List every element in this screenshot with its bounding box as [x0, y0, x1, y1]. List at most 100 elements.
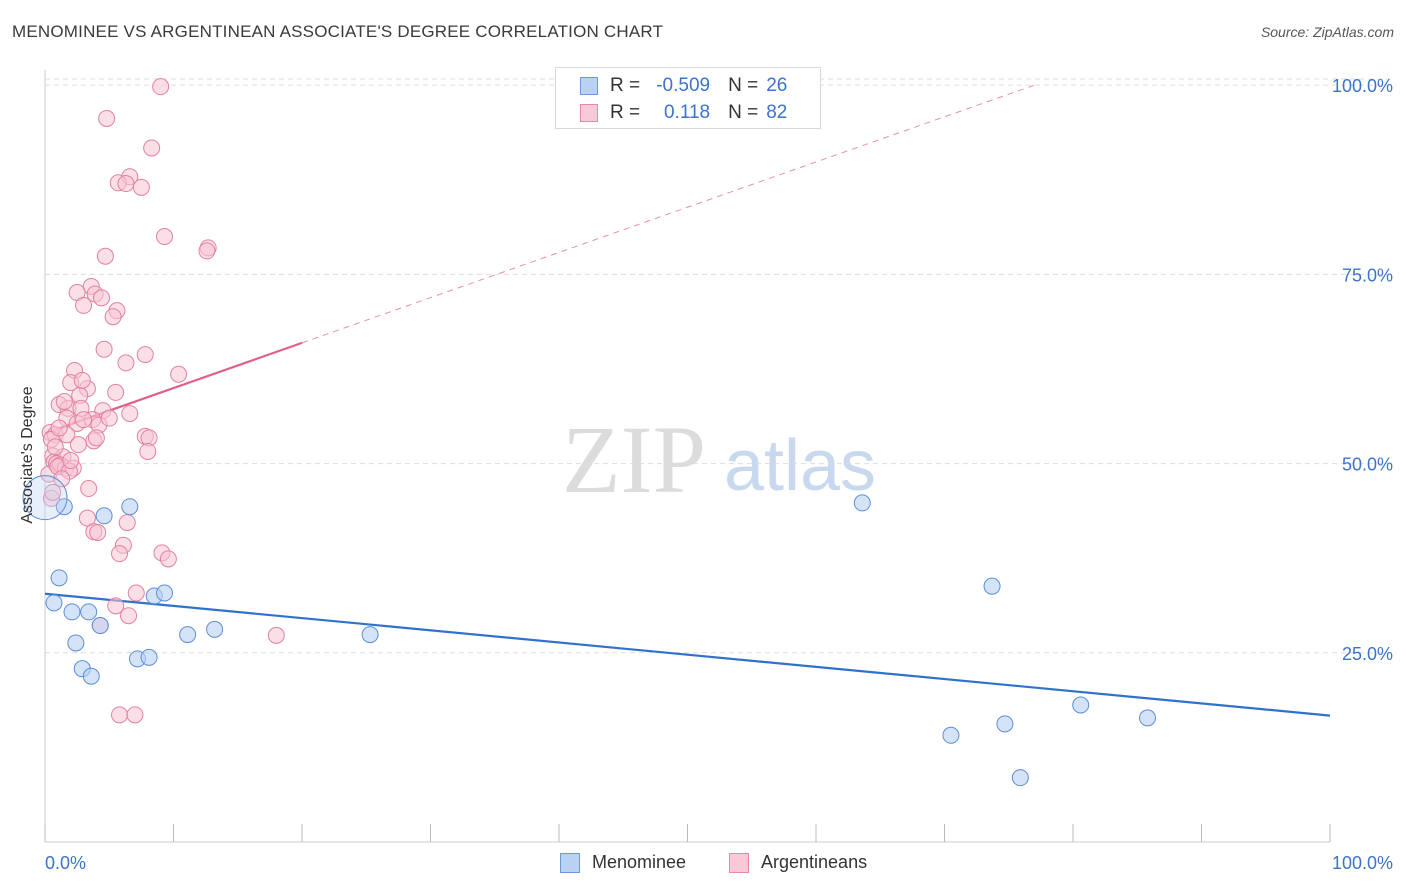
point-argentineans — [127, 584, 145, 602]
y-tick-label: 25.0% — [1342, 644, 1393, 664]
legend-n-value: 26 — [766, 75, 788, 96]
point-argentineans — [53, 470, 71, 488]
point-argentineans — [100, 409, 118, 427]
point-argentineans — [78, 509, 96, 527]
data-points — [22, 78, 1157, 787]
legend-swatch-pink — [580, 104, 598, 122]
point-argentineans — [44, 483, 62, 501]
point-menominee — [206, 620, 224, 638]
y-tick-label: 75.0% — [1342, 265, 1393, 285]
y-axis-title: Associate's Degree — [19, 386, 36, 524]
point-argentineans — [80, 480, 98, 498]
point-menominee — [179, 626, 197, 644]
point-argentineans — [120, 607, 138, 625]
point-argentineans — [95, 340, 113, 358]
watermark-zip: ZIP — [562, 406, 706, 513]
watermark-atlas: atlas — [724, 426, 876, 506]
point-argentineans — [143, 139, 161, 157]
point-menominee — [50, 569, 68, 587]
point-menominee — [942, 726, 960, 744]
legend-r-label: R = — [610, 75, 641, 96]
point-argentineans — [152, 78, 170, 96]
point-menominee — [82, 667, 100, 685]
point-argentineans — [93, 289, 111, 307]
point-menominee — [853, 494, 871, 512]
series-legend: Menominee Argentineans — [0, 852, 1406, 876]
point-argentineans — [126, 706, 144, 724]
point-argentineans — [55, 393, 73, 411]
point-menominee — [91, 617, 109, 635]
point-argentineans — [98, 109, 116, 127]
point-menominee — [1072, 696, 1090, 714]
legend-label-argentineans: Argentineans — [761, 852, 868, 872]
point-argentineans — [159, 550, 177, 568]
point-menominee — [55, 498, 73, 516]
point-menominee — [67, 634, 85, 652]
y-tick-label: 100.0% — [1332, 76, 1393, 96]
point-argentineans — [107, 597, 125, 615]
point-argentineans — [111, 545, 129, 563]
point-menominee — [983, 577, 1001, 595]
legend-r-value: 0.118 — [663, 102, 711, 123]
point-menominee — [95, 507, 113, 525]
legend-label-menominee: Menominee — [592, 852, 687, 872]
point-argentineans — [73, 371, 91, 389]
trend-lines — [44, 84, 1331, 717]
point-argentineans — [118, 514, 136, 532]
point-menominee — [45, 594, 63, 612]
watermark: ZIP atlas — [562, 406, 876, 513]
point-menominee — [63, 603, 81, 621]
point-argentineans — [69, 436, 87, 454]
trendline-menominee — [44, 592, 1331, 717]
point-menominee — [156, 584, 174, 602]
x-tick-label-max: 100.0% — [1332, 853, 1393, 873]
point-argentineans — [104, 308, 122, 326]
point-argentineans — [156, 228, 174, 246]
legend-item-menominee[interactable]: Menominee — [560, 852, 686, 873]
legend-r-label: R = — [610, 102, 641, 123]
point-argentineans — [139, 442, 157, 460]
point-menominee — [22, 475, 68, 521]
point-argentineans — [136, 346, 154, 364]
point-argentineans — [198, 242, 216, 260]
legend-swatch-blue — [560, 852, 580, 873]
point-argentineans — [107, 383, 125, 401]
point-argentineans — [117, 175, 135, 193]
point-menominee — [1011, 769, 1029, 787]
point-menominee — [121, 498, 139, 516]
legend-swatch-pink — [729, 852, 749, 873]
point-menominee — [361, 626, 379, 644]
point-argentineans — [117, 354, 135, 372]
point-argentineans — [170, 365, 188, 383]
point-argentineans — [267, 626, 285, 644]
legend-row-argentineans: R = 0.118 N = 82 — [556, 100, 787, 126]
point-argentineans — [75, 296, 93, 314]
point-menominee — [1139, 709, 1157, 727]
point-menominee — [80, 603, 98, 621]
legend-r-value: -0.509 — [656, 75, 711, 96]
point-argentineans — [75, 411, 93, 429]
point-argentineans — [111, 706, 129, 724]
point-argentineans — [62, 452, 80, 470]
point-argentineans — [89, 523, 107, 541]
correlation-legend: R = -0.509 N = 26 R = 0.118 N = 82 — [555, 67, 821, 129]
legend-n-label: N = — [728, 102, 759, 123]
chart-title: MENOMINEE VS ARGENTINEAN ASSOCIATE'S DEG… — [12, 22, 664, 41]
point-argentineans — [121, 405, 139, 423]
legend-swatch-blue — [580, 77, 598, 95]
legend-n-value: 82 — [766, 102, 788, 123]
trendline-argentineans-extension — [301, 84, 1035, 344]
point-menominee — [140, 648, 158, 666]
x-tick-label-min: 0.0% — [45, 853, 86, 873]
point-argentineans — [96, 247, 114, 265]
point-argentineans — [50, 419, 68, 437]
point-argentineans — [132, 178, 150, 196]
point-argentineans — [87, 429, 105, 447]
point-menominee — [996, 715, 1014, 733]
grid — [45, 78, 1392, 654]
y-tick-label: 50.0% — [1342, 455, 1393, 475]
legend-row-menominee: R = -0.509 N = 26 — [556, 73, 787, 99]
tick-labels: 25.0% 50.0% 75.0% 100.0% 0.0% 100.0% — [45, 76, 1393, 873]
legend-item-argentineans[interactable]: Argentineans — [729, 852, 867, 873]
